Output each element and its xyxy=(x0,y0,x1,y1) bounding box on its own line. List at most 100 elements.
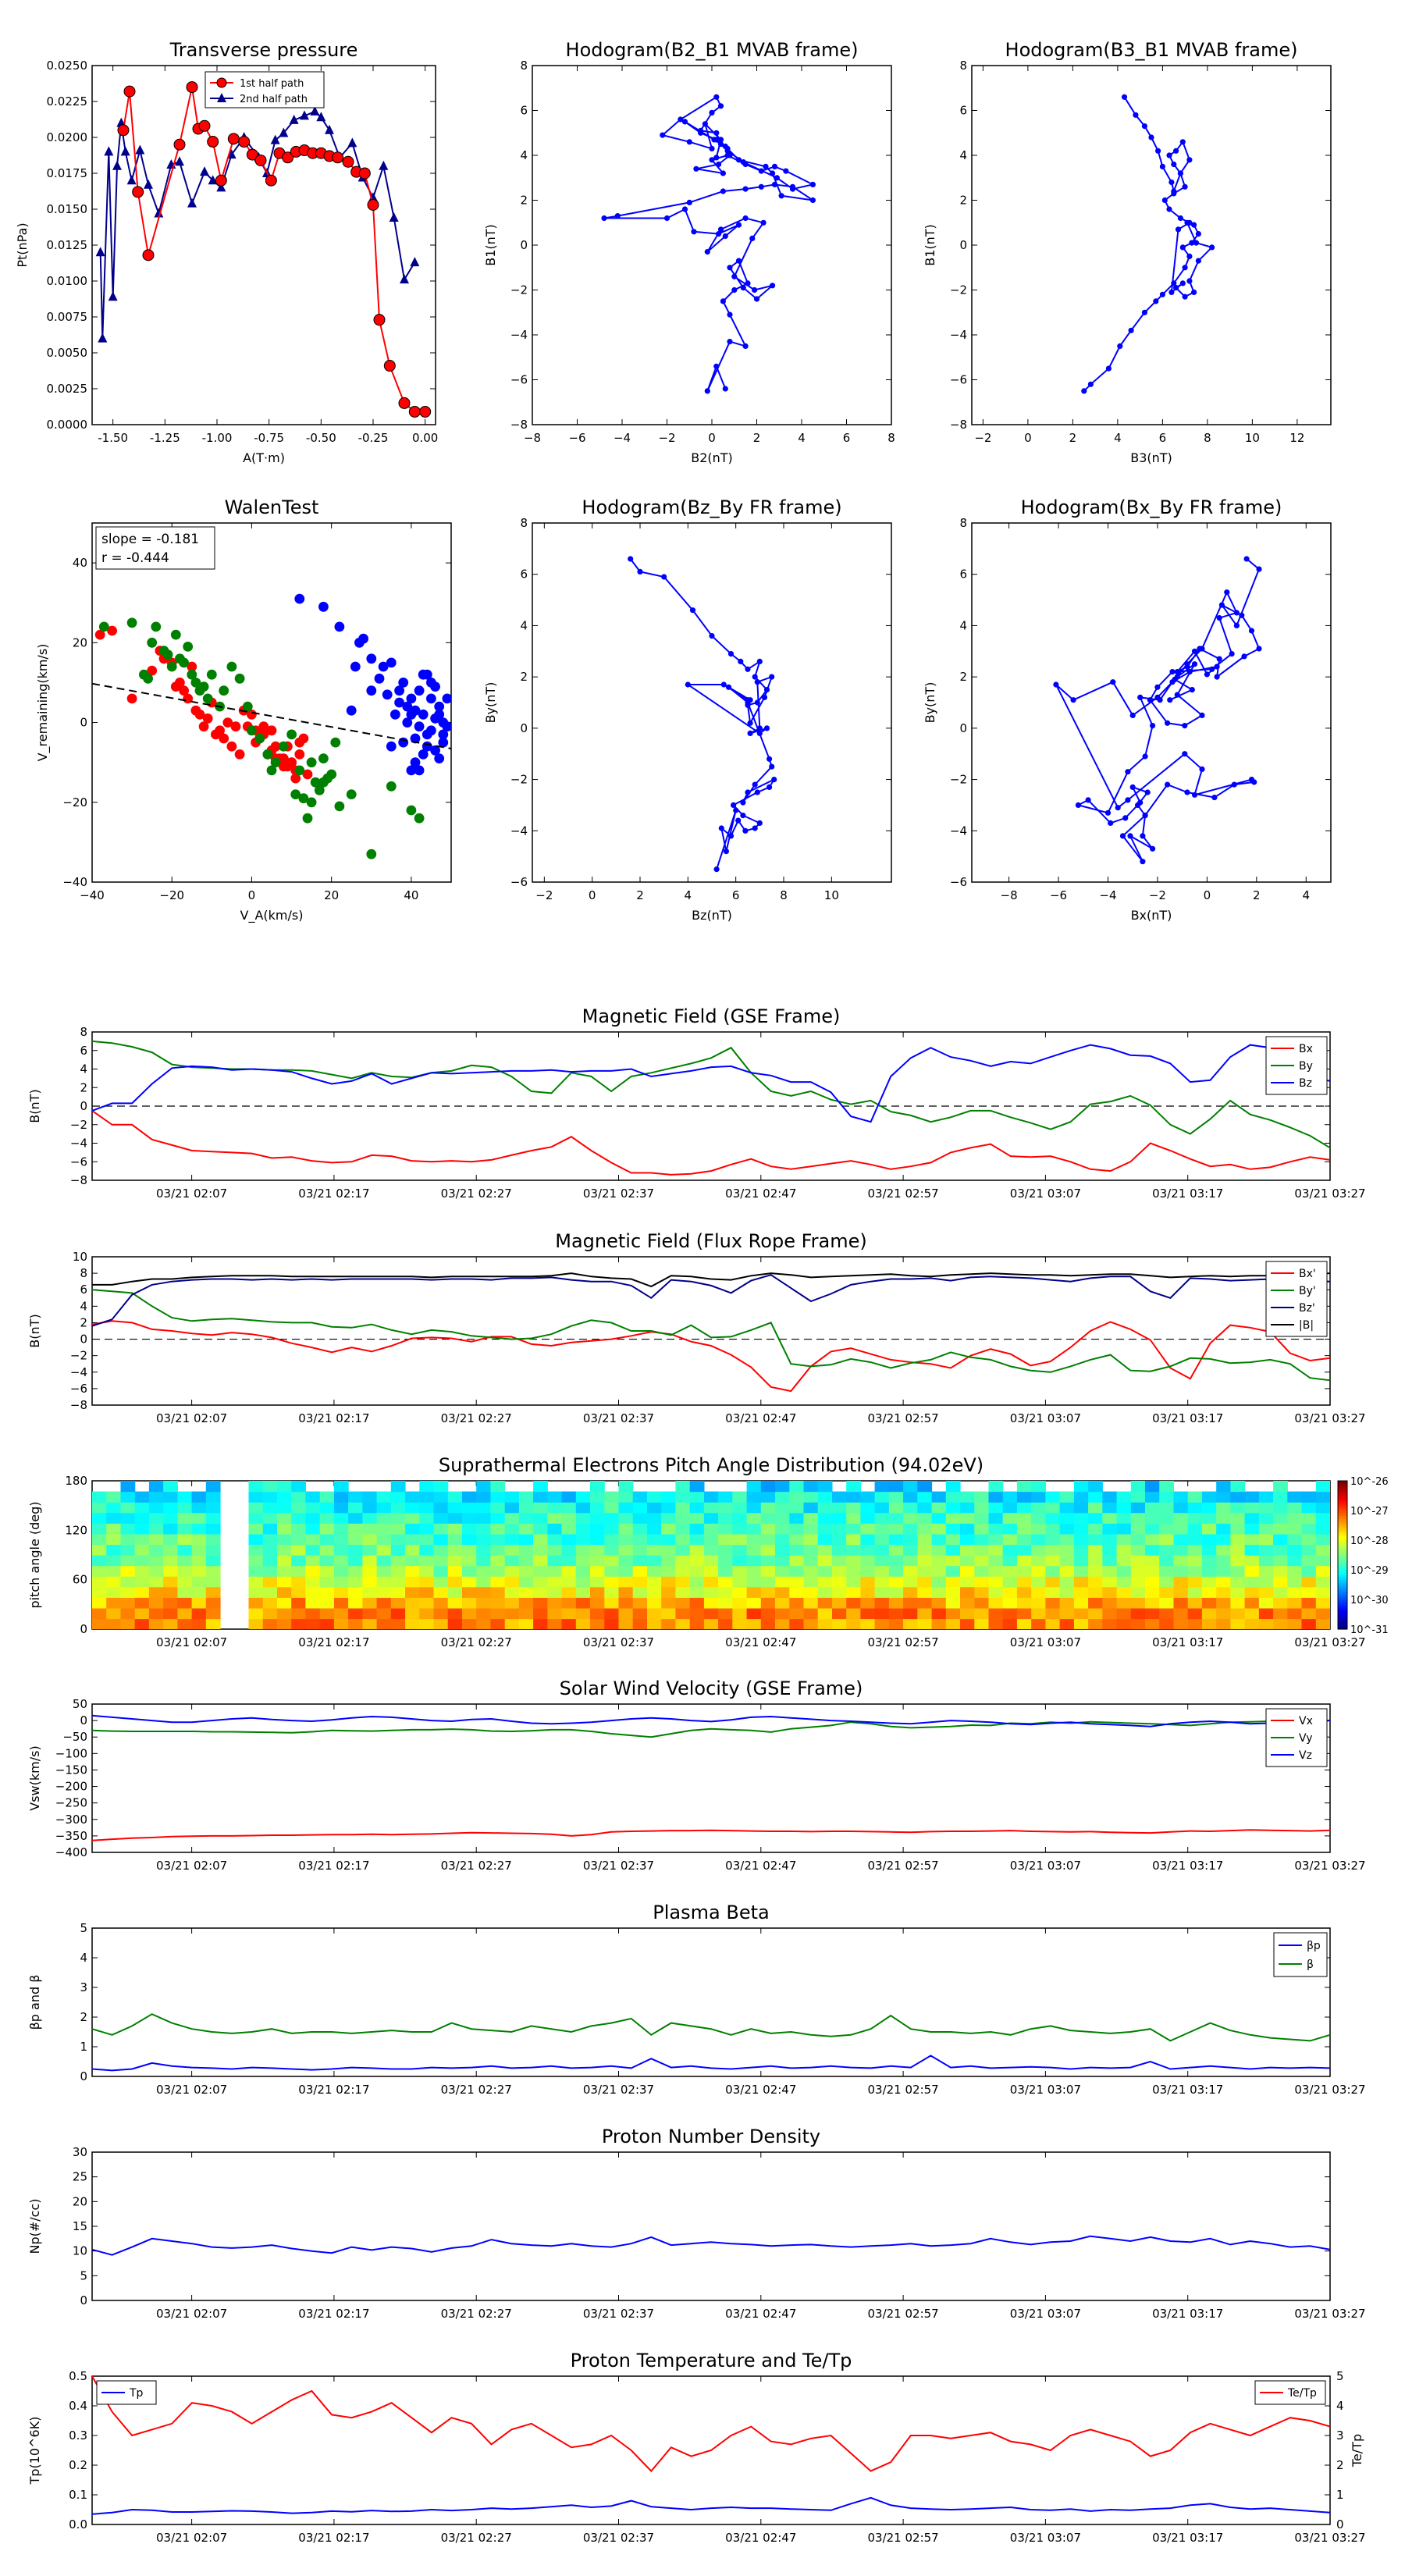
heatmap-cell xyxy=(760,1555,776,1567)
heatmap-cell xyxy=(291,1618,306,1629)
heatmap-cell xyxy=(575,1597,591,1609)
legend-marker-1 xyxy=(216,77,227,88)
hodogram-point xyxy=(723,849,730,855)
heatmap-cell xyxy=(1301,1555,1317,1567)
hodogram-point xyxy=(1248,776,1255,783)
hodogram-point xyxy=(761,694,768,701)
heatmap-cell xyxy=(348,1502,363,1514)
heatmap-cell xyxy=(632,1523,648,1535)
walen-point-green xyxy=(198,681,209,692)
heatmap-cell xyxy=(874,1607,890,1620)
heatmap-cell xyxy=(575,1586,591,1598)
legend-label: Bz xyxy=(1299,1077,1312,1090)
heatmap-cell xyxy=(305,1523,321,1535)
heatmap-cell xyxy=(647,1618,662,1629)
heatmap-cell xyxy=(732,1533,748,1546)
heatmap-cell xyxy=(333,1512,349,1524)
heatmap-cell xyxy=(860,1533,876,1546)
colorbar-segment xyxy=(1338,1611,1347,1615)
heatmap-cell xyxy=(647,1565,662,1577)
walen-point-red xyxy=(226,741,237,752)
x-tick-label: -0.50 xyxy=(306,431,336,445)
heatmap-cell xyxy=(903,1576,918,1588)
heatmap-cell xyxy=(248,1586,264,1598)
heatmap-cell xyxy=(1173,1597,1189,1609)
y-tick-label: −6 xyxy=(950,373,967,387)
heatmap-cell xyxy=(746,1576,762,1588)
heatmap-cell xyxy=(1201,1523,1217,1535)
data-point-2nd-half xyxy=(216,182,226,192)
heatmap-cell xyxy=(874,1502,890,1514)
hodogram-point xyxy=(1189,686,1195,693)
y-tick-label: 0.3 xyxy=(69,2428,87,2443)
heatmap-cell xyxy=(732,1565,748,1577)
time-tick-label: 03/21 02:17 xyxy=(298,1859,369,1873)
heatmap-cell xyxy=(433,1523,449,1535)
hodogram-point xyxy=(1243,556,1250,562)
plot-area xyxy=(1053,556,1262,865)
heatmap-cell xyxy=(945,1523,961,1535)
heatmap-cell xyxy=(903,1544,918,1556)
chart-title: Hodogram(B3_B1 MVAB frame) xyxy=(1005,39,1298,61)
heatmap-cell xyxy=(1130,1618,1146,1629)
heatmap-cell xyxy=(376,1555,392,1567)
heatmap-cell xyxy=(1287,1607,1303,1620)
heatmap-cell xyxy=(561,1491,577,1503)
heatmap-cell xyxy=(1201,1565,1217,1577)
heatmap-cell xyxy=(447,1512,463,1524)
heatmap-cell xyxy=(575,1607,591,1620)
heatmap-cell xyxy=(376,1533,392,1546)
y-tick-label: 60 xyxy=(73,1573,87,1587)
heatmap-cell xyxy=(333,1565,349,1577)
heatmap-cell xyxy=(1159,1502,1174,1514)
heatmap-cell xyxy=(945,1533,961,1546)
heatmap-cell xyxy=(1273,1512,1288,1524)
heatmap-cell xyxy=(419,1565,435,1577)
heatmap-cell xyxy=(1230,1607,1246,1620)
heatmap-cell xyxy=(675,1618,691,1629)
heatmap-cell xyxy=(333,1597,349,1609)
y-tick-label: 6 xyxy=(520,104,528,118)
time-tick-label: 03/21 02:37 xyxy=(583,1411,654,1425)
data-point-2nd-half xyxy=(95,247,105,257)
heatmap-cell xyxy=(590,1502,605,1514)
y-tick-label: 4 xyxy=(520,618,528,632)
walen-point-green xyxy=(151,621,162,632)
heatmap-cell xyxy=(277,1481,292,1493)
heatmap-cell xyxy=(1244,1512,1260,1524)
heatmap-cell xyxy=(1073,1586,1089,1598)
y-tick-label: 8 xyxy=(80,1025,87,1039)
colorbar-tick-label: 10^-31 xyxy=(1350,1624,1389,1636)
heatmap-cell xyxy=(732,1576,748,1588)
heatmap-cell xyxy=(860,1544,876,1556)
heatmap-cell xyxy=(775,1586,790,1598)
heatmap-cell xyxy=(376,1597,392,1609)
heatmap-cell xyxy=(1244,1533,1260,1546)
heatmap-cell xyxy=(775,1491,790,1503)
chart-title: Magnetic Field (GSE Frame) xyxy=(582,1005,841,1027)
y-tick-label: 0 xyxy=(80,2069,87,2083)
heatmap-cell xyxy=(1016,1586,1032,1598)
hodogram-point xyxy=(720,681,727,688)
walen-point-red xyxy=(219,733,229,744)
heatmap-cell xyxy=(376,1523,392,1535)
walen-point-green xyxy=(286,729,297,740)
series-line-|B| xyxy=(92,1272,1330,1288)
heatmap-cell xyxy=(148,1481,164,1493)
data-point-1st-half xyxy=(117,124,130,137)
heatmap-cell xyxy=(433,1544,449,1556)
colorbar-segment xyxy=(1338,1542,1347,1546)
colorbar-segment xyxy=(1338,1596,1347,1600)
hodogram-point xyxy=(720,298,727,304)
colorbar-tick-label: 10^-27 xyxy=(1350,1506,1389,1517)
y-tick-label: 40 xyxy=(73,556,87,570)
hodogram-point xyxy=(1129,784,1136,791)
heatmap-cell xyxy=(888,1586,904,1598)
heatmap-cell xyxy=(746,1544,762,1556)
heatmap-cell xyxy=(1159,1607,1174,1620)
heatmap-cell xyxy=(675,1502,691,1514)
heatmap-cell xyxy=(1102,1618,1118,1629)
x-tick-label: −20 xyxy=(159,888,184,902)
heatmap-cell xyxy=(1201,1597,1217,1609)
x-tick-label: −2 xyxy=(974,431,991,445)
